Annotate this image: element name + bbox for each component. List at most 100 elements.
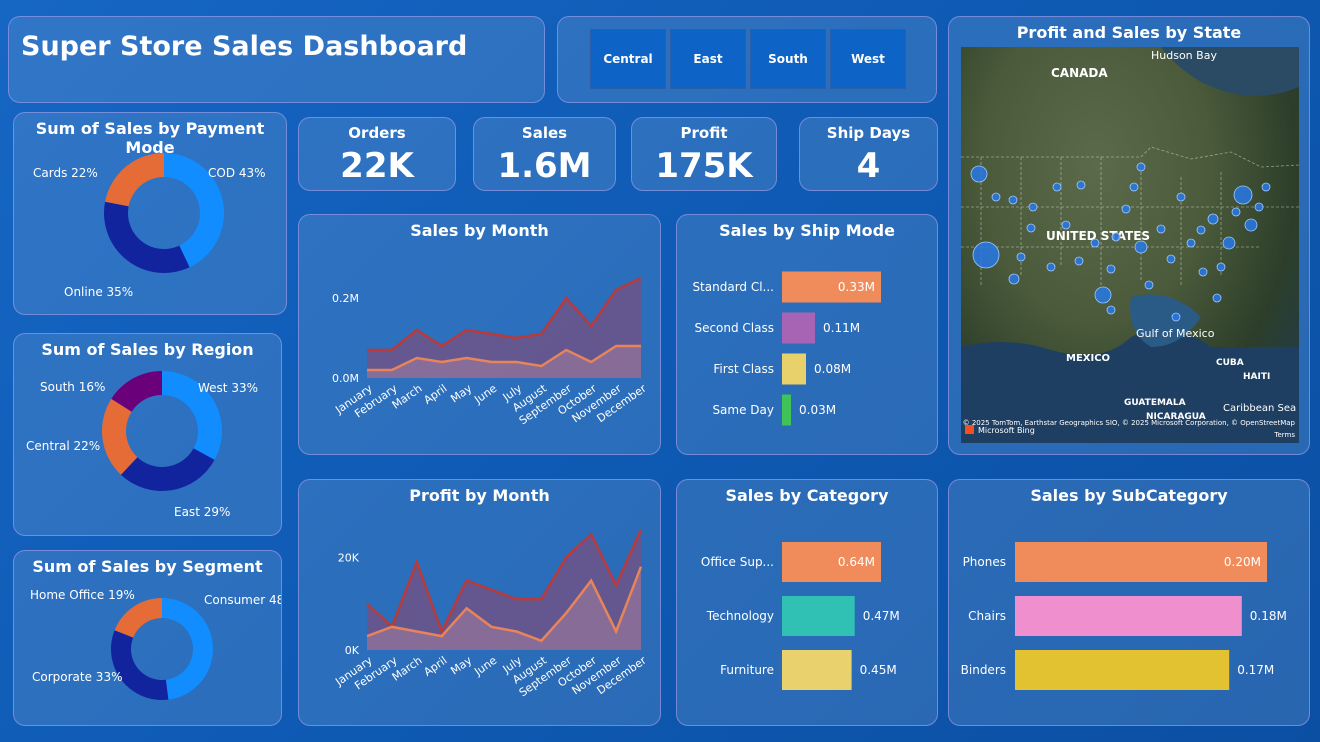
donut-slice-consumer[interactable] [162, 598, 214, 700]
map-bubble[interactable] [1008, 195, 1018, 205]
map-bubble[interactable] [1156, 224, 1166, 234]
donut-slice-west[interactable] [162, 371, 222, 460]
bar-2[interactable] [782, 353, 806, 385]
map-bubble[interactable] [1106, 264, 1116, 274]
state-map[interactable]: CANADA Hudson Bay UNITED STATES Gulf of … [961, 47, 1299, 443]
map-bubble[interactable] [1144, 280, 1154, 290]
map-bubble[interactable] [1028, 202, 1038, 212]
map-bubble[interactable] [1198, 267, 1208, 277]
map-bubble[interactable] [1134, 240, 1148, 254]
bar-1[interactable] [782, 596, 855, 636]
donut-label: Central 22% [26, 439, 100, 453]
map-bubble[interactable] [1261, 182, 1271, 192]
map-terms-link[interactable]: Terms [1273, 431, 1295, 439]
map-label: Hudson Bay [1151, 49, 1217, 62]
region-chart[interactable]: West 33% East 29% Central 22% South 16% [14, 334, 281, 535]
bar-category-label: Chairs [968, 609, 1006, 623]
bar-3[interactable] [782, 394, 791, 426]
subcategory-chart[interactable]: Phones 0.20M Chairs 0.18M Binders 0.17M [949, 480, 1309, 725]
bar-0[interactable] [782, 542, 881, 582]
map-bubble[interactable] [1166, 254, 1176, 264]
map-bubble[interactable] [1008, 273, 1020, 285]
ship-mode-chart[interactable]: Standard Cl... 0.33M Second Class 0.11M Firs… [677, 215, 937, 454]
series-line-1[interactable] [367, 344, 641, 372]
map-bubble[interactable] [1111, 232, 1121, 242]
donut-slice-corporate[interactable] [110, 630, 169, 700]
filter-west-button[interactable]: West [830, 29, 906, 89]
map-bubble[interactable] [1129, 182, 1139, 192]
profit-month-title: Profit by Month [409, 486, 550, 505]
map-bubble[interactable] [972, 241, 1000, 269]
map-bubble[interactable] [1106, 305, 1116, 315]
filter-central-button[interactable]: Central [590, 29, 666, 89]
region-card: Sum of Sales by Region West 33% East 29%… [13, 333, 282, 536]
map-bubble[interactable] [1016, 252, 1026, 262]
map-bubble[interactable] [1222, 236, 1236, 250]
filter-east-button[interactable]: East [670, 29, 746, 89]
donut-slice-home-office[interactable] [114, 598, 162, 638]
map-bubble[interactable] [1076, 180, 1086, 190]
donut-slice-online[interactable] [104, 201, 190, 273]
bar-category-label: Furniture [720, 663, 774, 677]
payment-mode-title: Sum of Sales by Payment Mode [35, 119, 265, 157]
map-bubble[interactable] [991, 192, 1001, 202]
filter-south-button[interactable]: South [750, 29, 826, 89]
series-line-0[interactable] [367, 276, 642, 352]
map-bubble[interactable] [1254, 202, 1264, 212]
dashboard-title: Super Store Sales Dashboard [21, 31, 468, 62]
donut-label: South 16% [40, 380, 105, 394]
donut-slice-east[interactable] [120, 448, 215, 491]
map-bubble[interactable] [1186, 238, 1196, 248]
bar-0[interactable] [1015, 542, 1267, 582]
series-line-0[interactable] [366, 529, 643, 635]
map-bubble[interactable] [1136, 162, 1146, 172]
donut-slice-south[interactable] [111, 371, 162, 412]
bar-category-label: Phones [963, 555, 1006, 569]
bar-category-label: Second Class [694, 321, 774, 335]
map-bubble[interactable] [1121, 204, 1131, 214]
map-bubble[interactable] [1196, 225, 1206, 235]
bar-2[interactable] [1015, 650, 1230, 690]
map-bubble[interactable] [1171, 312, 1181, 322]
map-bubble[interactable] [1052, 182, 1062, 192]
bar-value-label: 0.33M [838, 280, 875, 294]
map-bubble[interactable] [1026, 223, 1036, 233]
map-bubble[interactable] [1094, 286, 1112, 304]
bar-0[interactable] [782, 271, 881, 303]
payment-mode-chart[interactable]: COD 43% Online 35% Cards 22% [14, 113, 286, 314]
map-bubble[interactable] [1176, 192, 1186, 202]
sales-month-card: Sales by Month 0.0M 0.2M January February Ma… [298, 214, 661, 455]
bar-1[interactable] [782, 312, 815, 344]
map-bubble[interactable] [1074, 256, 1084, 266]
kpi-ship-days-value: 4 [856, 146, 881, 186]
payment-mode-card: Sum of Sales by Payment Mode COD 43% Onl… [13, 112, 287, 315]
donut-slice-cards[interactable] [105, 153, 164, 207]
map-bubble[interactable] [1244, 218, 1258, 232]
bar-value-label: 0.45M [860, 663, 897, 677]
map-bubble[interactable] [1231, 207, 1241, 217]
map-bubble[interactable] [1233, 185, 1253, 205]
donut-label: Home Office 19% [30, 588, 135, 602]
map-bubble[interactable] [1216, 262, 1226, 272]
bar-2[interactable] [782, 650, 852, 690]
bar-value-label: 0.08M [814, 362, 851, 376]
category-chart[interactable]: Office Sup... 0.64M Technology 0.47M Furnitu… [677, 480, 937, 725]
donut-slice-central[interactable] [102, 398, 138, 475]
sales-month-chart[interactable]: 0.0M0.2MJanuaryFebruaryMarchAprilMayJune… [299, 215, 660, 454]
donut-slices [110, 598, 214, 700]
segment-chart[interactable]: Consumer 48% Corporate 33% Home Office 1… [14, 551, 281, 725]
donut-slice-cod[interactable] [164, 153, 224, 268]
bar-1[interactable] [1015, 596, 1242, 636]
map-bubble[interactable] [1207, 213, 1219, 225]
borders [961, 146, 1299, 287]
series-line-1[interactable] [366, 566, 643, 643]
map-bubble[interactable] [970, 165, 988, 183]
map-canvas: CANADA Hudson Bay UNITED STATES Gulf of … [961, 47, 1299, 443]
map-bubble[interactable] [1090, 238, 1100, 248]
map-bubble[interactable] [1212, 293, 1222, 303]
map-bubble[interactable] [1046, 262, 1056, 272]
sales-month-title: Sales by Month [410, 221, 549, 240]
bar-value-label: 0.18M [1250, 609, 1287, 623]
map-bubble[interactable] [1061, 220, 1071, 230]
